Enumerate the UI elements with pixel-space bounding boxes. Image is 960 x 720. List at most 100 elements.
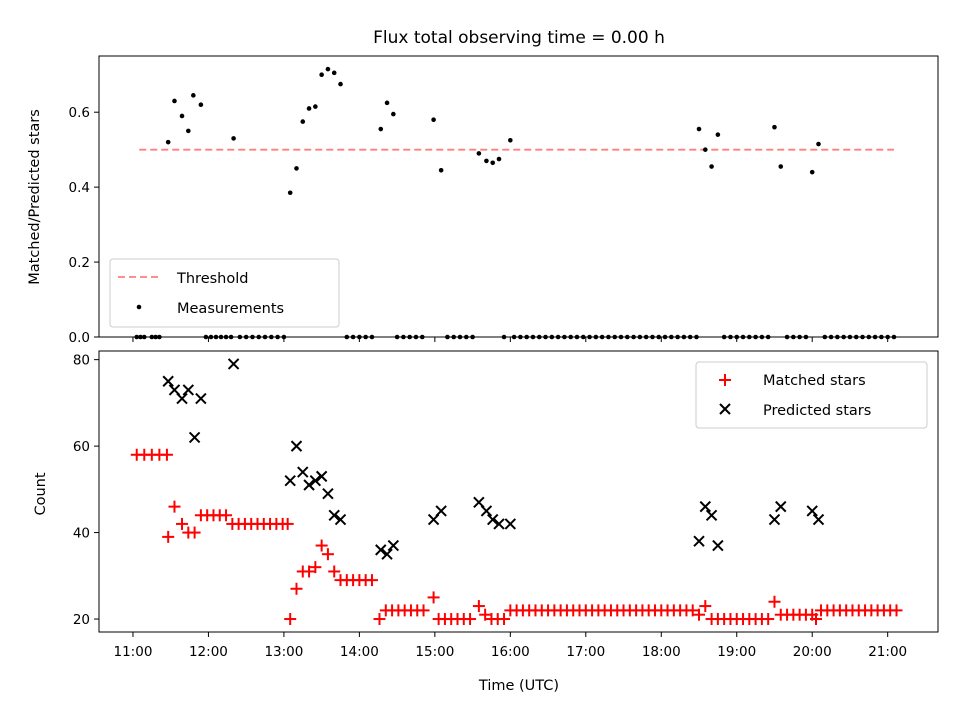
measurement-point: [186, 128, 191, 134]
predicted-star-point: [303, 479, 315, 491]
predicted-star-point: [493, 518, 505, 530]
x-tick-label: 19:00: [717, 644, 756, 660]
bottom-y-axis-label: Count: [33, 472, 49, 515]
measurement-point: [778, 164, 784, 169]
matched-star-point: [762, 613, 775, 626]
matched-star-point: [281, 517, 294, 530]
predicted-star-point: [487, 513, 499, 526]
matched-star-point: [328, 565, 341, 578]
matched-star-point: [686, 604, 699, 617]
predicted-star-point: [309, 474, 322, 487]
measurement-point: [191, 93, 196, 98]
matched-star-point: [160, 448, 173, 461]
predicted-star-point: [375, 544, 387, 556]
measurement-point: [496, 156, 502, 162]
predicted-star-point: [297, 466, 309, 478]
measurement-point: [696, 126, 702, 132]
top-y-axis-label: Matched/Predicted stars: [27, 109, 43, 285]
predicted-star-stroke: [309, 474, 322, 487]
predicted-star-stroke: [768, 513, 781, 526]
measurement-point: [331, 70, 337, 76]
predicted-star-point: [182, 384, 195, 396]
measurement-point: [294, 166, 299, 171]
predicted-star-stroke: [775, 500, 787, 513]
matched-star-point: [220, 509, 233, 522]
top-y-tick-label: 0.4: [69, 180, 90, 196]
matched-star-point: [315, 539, 328, 552]
x-tick-label: 18:00: [642, 644, 681, 660]
measurement-point: [476, 151, 482, 156]
predicted-star-stroke: [176, 392, 188, 405]
measurement-point: [431, 117, 436, 122]
predicted-star-stroke: [387, 539, 400, 552]
measurement-point: [384, 100, 390, 106]
predicted-star-point: [290, 440, 303, 452]
predicted-star-point: [381, 548, 393, 560]
predicted-star-stroke: [806, 505, 818, 517]
predicted-star-stroke: [284, 474, 296, 487]
matched-star-point: [176, 517, 189, 530]
predicted-star-stroke: [182, 384, 195, 396]
predicted-star-point: [195, 392, 207, 405]
bottom-y-tick-label: 40: [73, 526, 90, 542]
x-axis-label: Time (UTC): [478, 678, 559, 694]
matched-star-point: [427, 591, 440, 604]
predicted-star-point: [387, 539, 400, 552]
predicted-star-stroke: [334, 513, 347, 526]
matched-star-point: [498, 613, 511, 626]
legend-measurements-label: Measurements: [177, 301, 284, 317]
predicted-star-stroke: [699, 500, 712, 513]
predicted-star-stroke: [195, 392, 207, 405]
measurement-point: [508, 138, 513, 143]
predicted-star-point: [162, 375, 174, 387]
predicted-star-point: [806, 505, 818, 517]
top-legend: Threshold Measurements: [109, 258, 340, 328]
predicted-star-stroke: [168, 384, 181, 396]
predicted-star-point: [315, 470, 328, 483]
predicted-star-point: [188, 431, 201, 444]
bottom-legend-box: [695, 361, 928, 429]
matched-star-point: [365, 574, 378, 587]
measurement-point: [484, 158, 489, 164]
top-plot-frame: [98, 55, 939, 338]
measurement-point: [287, 190, 293, 196]
legend-predicted-label: Predicted stars: [763, 403, 871, 419]
measurement-point: [325, 66, 331, 72]
top-axes: 0.0 0.2 0.4 0.6: [69, 55, 939, 346]
measurement-point: [715, 132, 721, 137]
x-tick-label: 20:00: [793, 644, 832, 660]
x-tick-label: 15:00: [415, 644, 454, 660]
predicted-star-point: [768, 513, 781, 526]
matched-star-point: [290, 582, 303, 595]
measurement-point: [809, 169, 815, 175]
x-tick-label: 12:00: [189, 644, 228, 660]
predicted-star-stroke: [435, 505, 447, 517]
matched-star-point: [303, 565, 316, 578]
matched-star-point: [168, 500, 181, 513]
matched-star-point: [417, 604, 430, 617]
matched-star-point: [188, 526, 201, 539]
measurement-point: [490, 160, 496, 166]
x-tick-label: 13:00: [264, 644, 303, 660]
measurement-point: [172, 98, 177, 104]
matched-star-point: [472, 600, 485, 613]
matched-star-point: [284, 613, 297, 626]
measurement-point: [772, 124, 777, 130]
measurement-point: [319, 72, 324, 78]
predicted-star-point: [227, 358, 240, 370]
predicted-star-stroke: [188, 431, 201, 444]
top-y-tick-label: 0.2: [69, 255, 90, 271]
matched-star-point: [464, 613, 477, 626]
x-tick-label: 21:00: [868, 644, 907, 660]
top-y-tick-label: 0.0: [69, 330, 90, 346]
predicted-star-point: [328, 509, 340, 521]
measurement-point: [231, 136, 236, 141]
measurement-point: [391, 111, 396, 117]
x-tick-label: 16:00: [491, 644, 530, 660]
bottom-plot-frame: [98, 350, 939, 633]
predicted-star-stroke: [227, 358, 240, 370]
measurement-point: [300, 119, 306, 124]
